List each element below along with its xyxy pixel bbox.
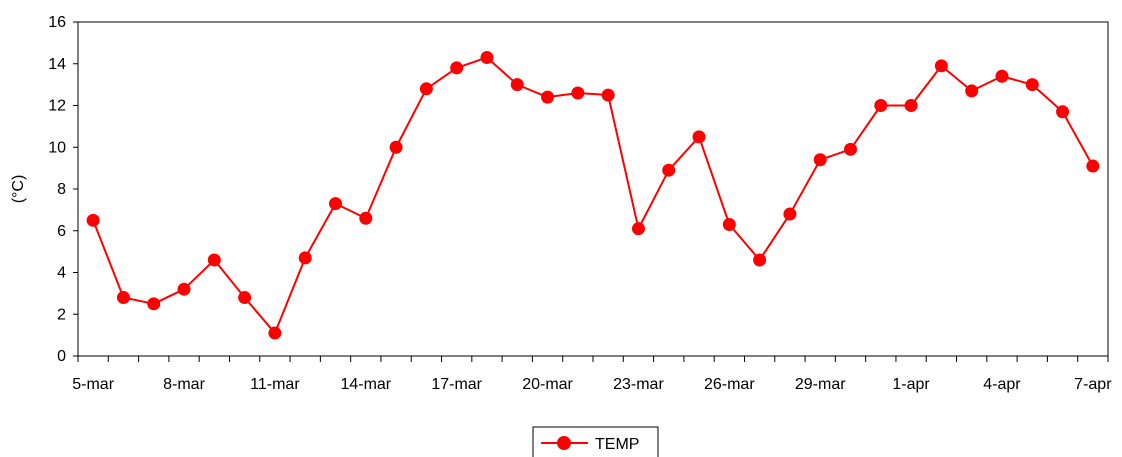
series-group — [86, 50, 1100, 340]
data-point-temp — [722, 217, 736, 231]
y-axis-ticks: 0 2 4 6 8 10 12 14 16 — [48, 14, 78, 365]
data-point-temp — [177, 282, 191, 296]
x-tick-label: 1-apr — [892, 376, 930, 393]
y-tick-label: 0 — [57, 348, 66, 365]
data-point-temp — [541, 90, 555, 104]
x-axis-ticks: 5-mar 8-mar 11-mar 14-mar 17-mar 20-mar 23-mar… — [72, 356, 1112, 393]
x-tick-label: 11-mar — [250, 376, 300, 393]
data-point-temp — [1056, 105, 1070, 119]
data-point-temp — [329, 197, 342, 211]
plot-area-border — [77, 21, 1109, 357]
data-point-temp — [571, 86, 585, 100]
y-tick-label: 8 — [57, 181, 66, 198]
x-tick-label: 23-mar — [613, 376, 664, 393]
data-point-temp — [783, 207, 797, 221]
data-point-temp — [510, 78, 524, 92]
data-point-temp — [450, 61, 464, 75]
data-point-temp — [601, 88, 615, 102]
data-point-temp — [934, 59, 948, 73]
data-point-temp — [965, 84, 979, 98]
x-tick-label: 17-mar — [431, 376, 482, 393]
data-point-temp — [631, 222, 645, 236]
data-point-temp — [480, 50, 494, 64]
legend: TEMP — [532, 426, 659, 457]
data-point-temp — [1025, 78, 1039, 92]
x-tick-label: 20-mar — [522, 376, 573, 393]
x-tick-label: 26-mar — [704, 376, 755, 393]
series-line-temp — [92, 56, 1094, 335]
y-tick-label: 10 — [48, 139, 66, 156]
x-tick-label: 4-apr — [983, 376, 1021, 393]
data-point-temp — [753, 253, 767, 267]
axes-group — [77, 21, 1109, 357]
data-point-temp — [238, 291, 252, 305]
legend-label-temp: TEMP — [595, 436, 639, 453]
data-point-temp — [844, 142, 857, 156]
y-axis-label: (°C) — [10, 175, 27, 204]
x-tick-label: 29-mar — [795, 376, 846, 393]
x-tick-label: 14-mar — [340, 376, 391, 393]
data-point-temp — [419, 82, 433, 96]
data-point-temp — [874, 99, 888, 112]
data-point-temp — [692, 130, 706, 144]
data-point-temp — [995, 69, 1009, 83]
y-tick-label: 4 — [57, 265, 66, 282]
data-point-temp — [359, 211, 373, 225]
data-point-temp — [1086, 159, 1100, 173]
data-point-temp — [298, 251, 312, 265]
x-tick-label: 5-mar — [72, 376, 114, 393]
data-point-temp — [116, 291, 130, 305]
y-tick-label: 16 — [48, 14, 66, 31]
data-point-temp — [268, 326, 282, 340]
data-point-temp — [813, 153, 827, 167]
data-point-temp — [662, 163, 676, 177]
data-point-temp — [86, 213, 100, 227]
data-point-temp — [904, 99, 918, 112]
data-point-temp — [207, 253, 221, 267]
legend-marker — [557, 436, 571, 450]
x-tick-label: 7-apr — [1074, 376, 1112, 393]
y-tick-label: 12 — [48, 98, 66, 115]
y-tick-label: 2 — [57, 306, 66, 323]
y-tick-label: 14 — [48, 56, 66, 73]
data-point-temp — [389, 140, 403, 154]
data-point-temp — [147, 297, 161, 311]
y-tick-label: 6 — [57, 223, 66, 240]
x-tick-label: 8-mar — [163, 376, 205, 393]
